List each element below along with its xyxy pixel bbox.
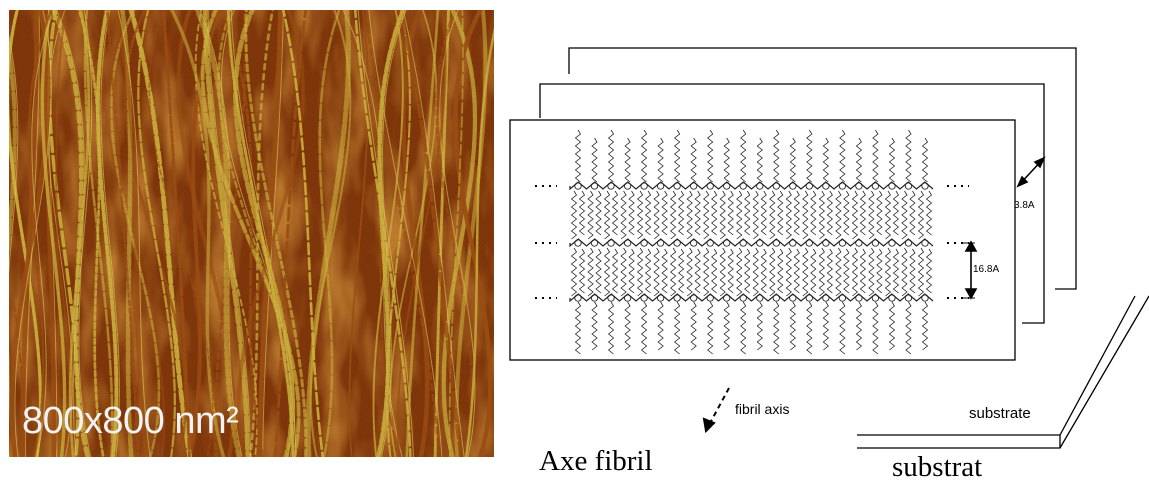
back-sheet-2	[539, 83, 1045, 324]
afm-micrograph	[9, 10, 494, 457]
back-sheet-3	[568, 47, 1077, 290]
layer-spacing-label: 3.8A	[1014, 200, 1035, 211]
fibril-axis-caption: Axe fibril	[539, 445, 653, 477]
substrate-caption: substrat	[892, 451, 983, 483]
fibril-axis-label: fibril axis	[735, 401, 789, 417]
fibril-axis-arrow	[708, 387, 730, 426]
afm-scale-label: 800x800 nm²	[22, 400, 239, 442]
front-sheet	[509, 119, 1016, 361]
fibril-schematic: 3.8A 16.8A fibril axis substrate	[509, 47, 1149, 449]
substrate-label: substrate	[969, 405, 1031, 422]
polymer-chains	[535, 129, 969, 355]
chain-spacing-label: 16.8A	[973, 264, 999, 275]
